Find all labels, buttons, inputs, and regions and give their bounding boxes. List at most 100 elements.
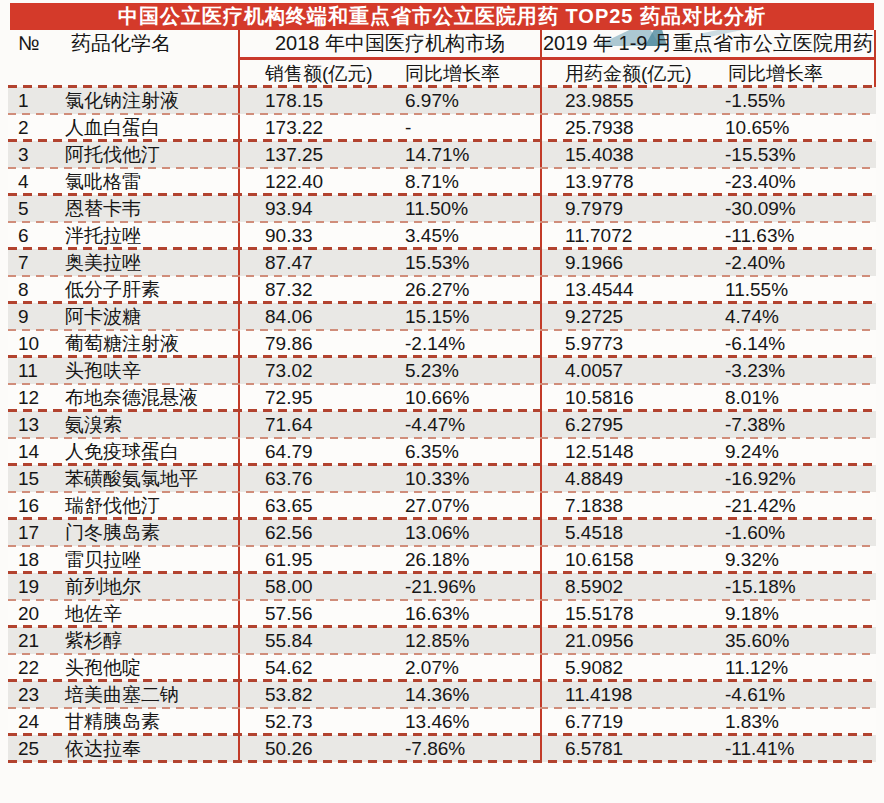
rank-cell: 17 (8, 519, 65, 546)
rank-cell: 6 (8, 222, 65, 249)
amount-2019-cell: 23.9855 (540, 87, 700, 114)
yoy-2019-cell: -1.60% (700, 519, 876, 546)
sales-2018-cell: 72.95 (238, 384, 388, 411)
drug-name-cell: 氯化钠注射液 (65, 87, 238, 114)
rank-cell: 3 (8, 141, 65, 168)
rank-cell: 22 (8, 654, 65, 681)
drug-name-cell: 紫杉醇 (65, 627, 238, 654)
sales-2018-cell: 63.76 (238, 465, 388, 492)
yoy-2019-cell: -23.40% (700, 168, 876, 195)
yoy-2018-cell: 8.71% (388, 168, 540, 195)
table-row: 7 奥美拉唑 87.47 15.53% 9.1966 -2.40% (8, 249, 876, 276)
rank-cell: 4 (8, 168, 65, 195)
table-row: 9 阿卡波糖 84.06 15.15% 9.2725 4.74% (8, 303, 876, 330)
yoy-2019-cell: -11.63% (700, 222, 876, 249)
sales-2018-cell: 93.94 (238, 195, 388, 222)
sales-2018-cell: 87.32 (238, 276, 388, 303)
rank-cell: 1 (8, 87, 65, 114)
sales-2018-cell: 55.84 (238, 627, 388, 654)
yoy-2019-cell: -15.53% (700, 141, 876, 168)
amount-2019-cell: 9.7979 (540, 195, 700, 222)
yoy-2019-cell: 11.55% (700, 276, 876, 303)
yoy-2019-cell: 35.60% (700, 627, 876, 654)
rank-cell: 23 (8, 681, 65, 708)
yoy-2019-cell: -3.23% (700, 357, 876, 384)
yoy-2018-cell: -4.47% (388, 411, 540, 438)
yoy-2018-cell: 3.45% (388, 222, 540, 249)
amount-2019-cell: 6.7719 (540, 708, 700, 735)
yoy-2019-cell: -7.38% (700, 411, 876, 438)
sales-2018-cell: 173.22 (238, 114, 388, 141)
drug-name-cell: 奥美拉唑 (65, 249, 238, 276)
table-row: 21 紫杉醇 55.84 12.85% 21.0956 35.60% (8, 627, 876, 654)
yoy-2019-column-header: 同比增长率 (700, 60, 876, 87)
yoy-2018-cell: 13.06% (388, 519, 540, 546)
rank-cell: 25 (8, 735, 65, 762)
table-row: 10 葡萄糖注射液 79.86 -2.14% 5.9773 -6.14% (8, 330, 876, 357)
table-group-header-row: № 药品化学名 2018 年中国医疗机构市场 2019 年 1-9 月重点省市公… (8, 30, 876, 60)
drug-comparison-table: № 药品化学名 2018 年中国医疗机构市场 2019 年 1-9 月重点省市公… (8, 30, 876, 762)
rank-cell: 8 (8, 276, 65, 303)
yoy-2018-cell: 27.07% (388, 492, 540, 519)
sales-2018-cell: 53.82 (238, 681, 388, 708)
empty-rank-header-cell (8, 60, 65, 87)
sales-2018-cell: 61.95 (238, 546, 388, 573)
rank-cell: 19 (8, 573, 65, 600)
empty-name-header-cell (65, 60, 238, 87)
rank-cell: 5 (8, 195, 65, 222)
table-row: 4 氯吡格雷 122.40 8.71% 13.9778 -23.40% (8, 168, 876, 195)
drug-name-cell: 前列地尔 (65, 573, 238, 600)
yoy-2018-cell: 13.46% (388, 708, 540, 735)
rank-cell: 2 (8, 114, 65, 141)
yoy-2018-cell: 11.50% (388, 195, 540, 222)
amount-2019-cell: 5.4518 (540, 519, 700, 546)
yoy-2019-cell: 8.01% (700, 384, 876, 411)
table-row: 5 恩替卡韦 93.94 11.50% 9.7979 -30.09% (8, 195, 876, 222)
rank-cell: 18 (8, 546, 65, 573)
sales-2018-cell: 62.56 (238, 519, 388, 546)
yoy-2019-cell: -1.55% (700, 87, 876, 114)
amount-2019-cell: 5.9082 (540, 654, 700, 681)
table-row: 23 培美曲塞二钠 53.82 14.36% 11.4198 -4.61% (8, 681, 876, 708)
yoy-2018-cell: 6.35% (388, 438, 540, 465)
sales-2018-cell: 84.06 (238, 303, 388, 330)
amount-2019-cell: 25.7938 (540, 114, 700, 141)
rank-cell: 9 (8, 303, 65, 330)
drug-name-cell: 阿卡波糖 (65, 303, 238, 330)
table-row: 22 头孢他啶 54.62 2.07% 5.9082 11.12% (8, 654, 876, 681)
rank-cell: 16 (8, 492, 65, 519)
yoy-2018-cell: 15.15% (388, 303, 540, 330)
yoy-2018-cell: 14.71% (388, 141, 540, 168)
table-subheader-row: 销售额(亿元) 同比增长率 用药金额(亿元) 同比增长率 (8, 60, 876, 87)
yoy-2019-cell: -15.18% (700, 573, 876, 600)
page-title: 中国公立医疗机构终端和重点省市公立医院用药 TOP25 药品对比分析 (10, 3, 874, 30)
amount-2019-cell: 9.2725 (540, 303, 700, 330)
drug-name-cell: 氯吡格雷 (65, 168, 238, 195)
amount-2019-cell: 8.5902 (540, 573, 700, 600)
table-row: 12 布地奈德混悬液 72.95 10.66% 10.5816 8.01% (8, 384, 876, 411)
table-row: 16 瑞舒伐他汀 63.65 27.07% 7.1838 -21.42% (8, 492, 876, 519)
yoy-2018-cell: 2.07% (388, 654, 540, 681)
yoy-2019-cell: 9.24% (700, 438, 876, 465)
amount-2019-cell: 10.5816 (540, 384, 700, 411)
drug-name-cell: 低分子肝素 (65, 276, 238, 303)
table-row: 14 人免疫球蛋白 64.79 6.35% 12.5148 9.24% (8, 438, 876, 465)
amount-2019-cell: 11.7072 (540, 222, 700, 249)
drug-name-cell: 苯磺酸氨氯地平 (65, 465, 238, 492)
yoy-2019-cell: -30.09% (700, 195, 876, 222)
table-row: 2 人血白蛋白 173.22 - 25.7938 10.65% (8, 114, 876, 141)
drug-name-cell: 依达拉奉 (65, 735, 238, 762)
yoy-2018-cell: -21.96% (388, 573, 540, 600)
amount-2019-cell: 7.1838 (540, 492, 700, 519)
drug-name-cell: 瑞舒伐他汀 (65, 492, 238, 519)
sales-2018-cell: 63.65 (238, 492, 388, 519)
yoy-2019-cell: -11.41% (700, 735, 876, 762)
sales-2018-cell: 122.40 (238, 168, 388, 195)
amount-2019-cell: 11.4198 (540, 681, 700, 708)
table-row: 18 雷贝拉唑 61.95 26.18% 10.6158 9.32% (8, 546, 876, 573)
drug-name-cell: 雷贝拉唑 (65, 546, 238, 573)
sales-2018-cell: 52.73 (238, 708, 388, 735)
rank-cell: 21 (8, 627, 65, 654)
drug-name-cell: 头孢呋辛 (65, 357, 238, 384)
amount-2019-cell: 9.1966 (540, 249, 700, 276)
